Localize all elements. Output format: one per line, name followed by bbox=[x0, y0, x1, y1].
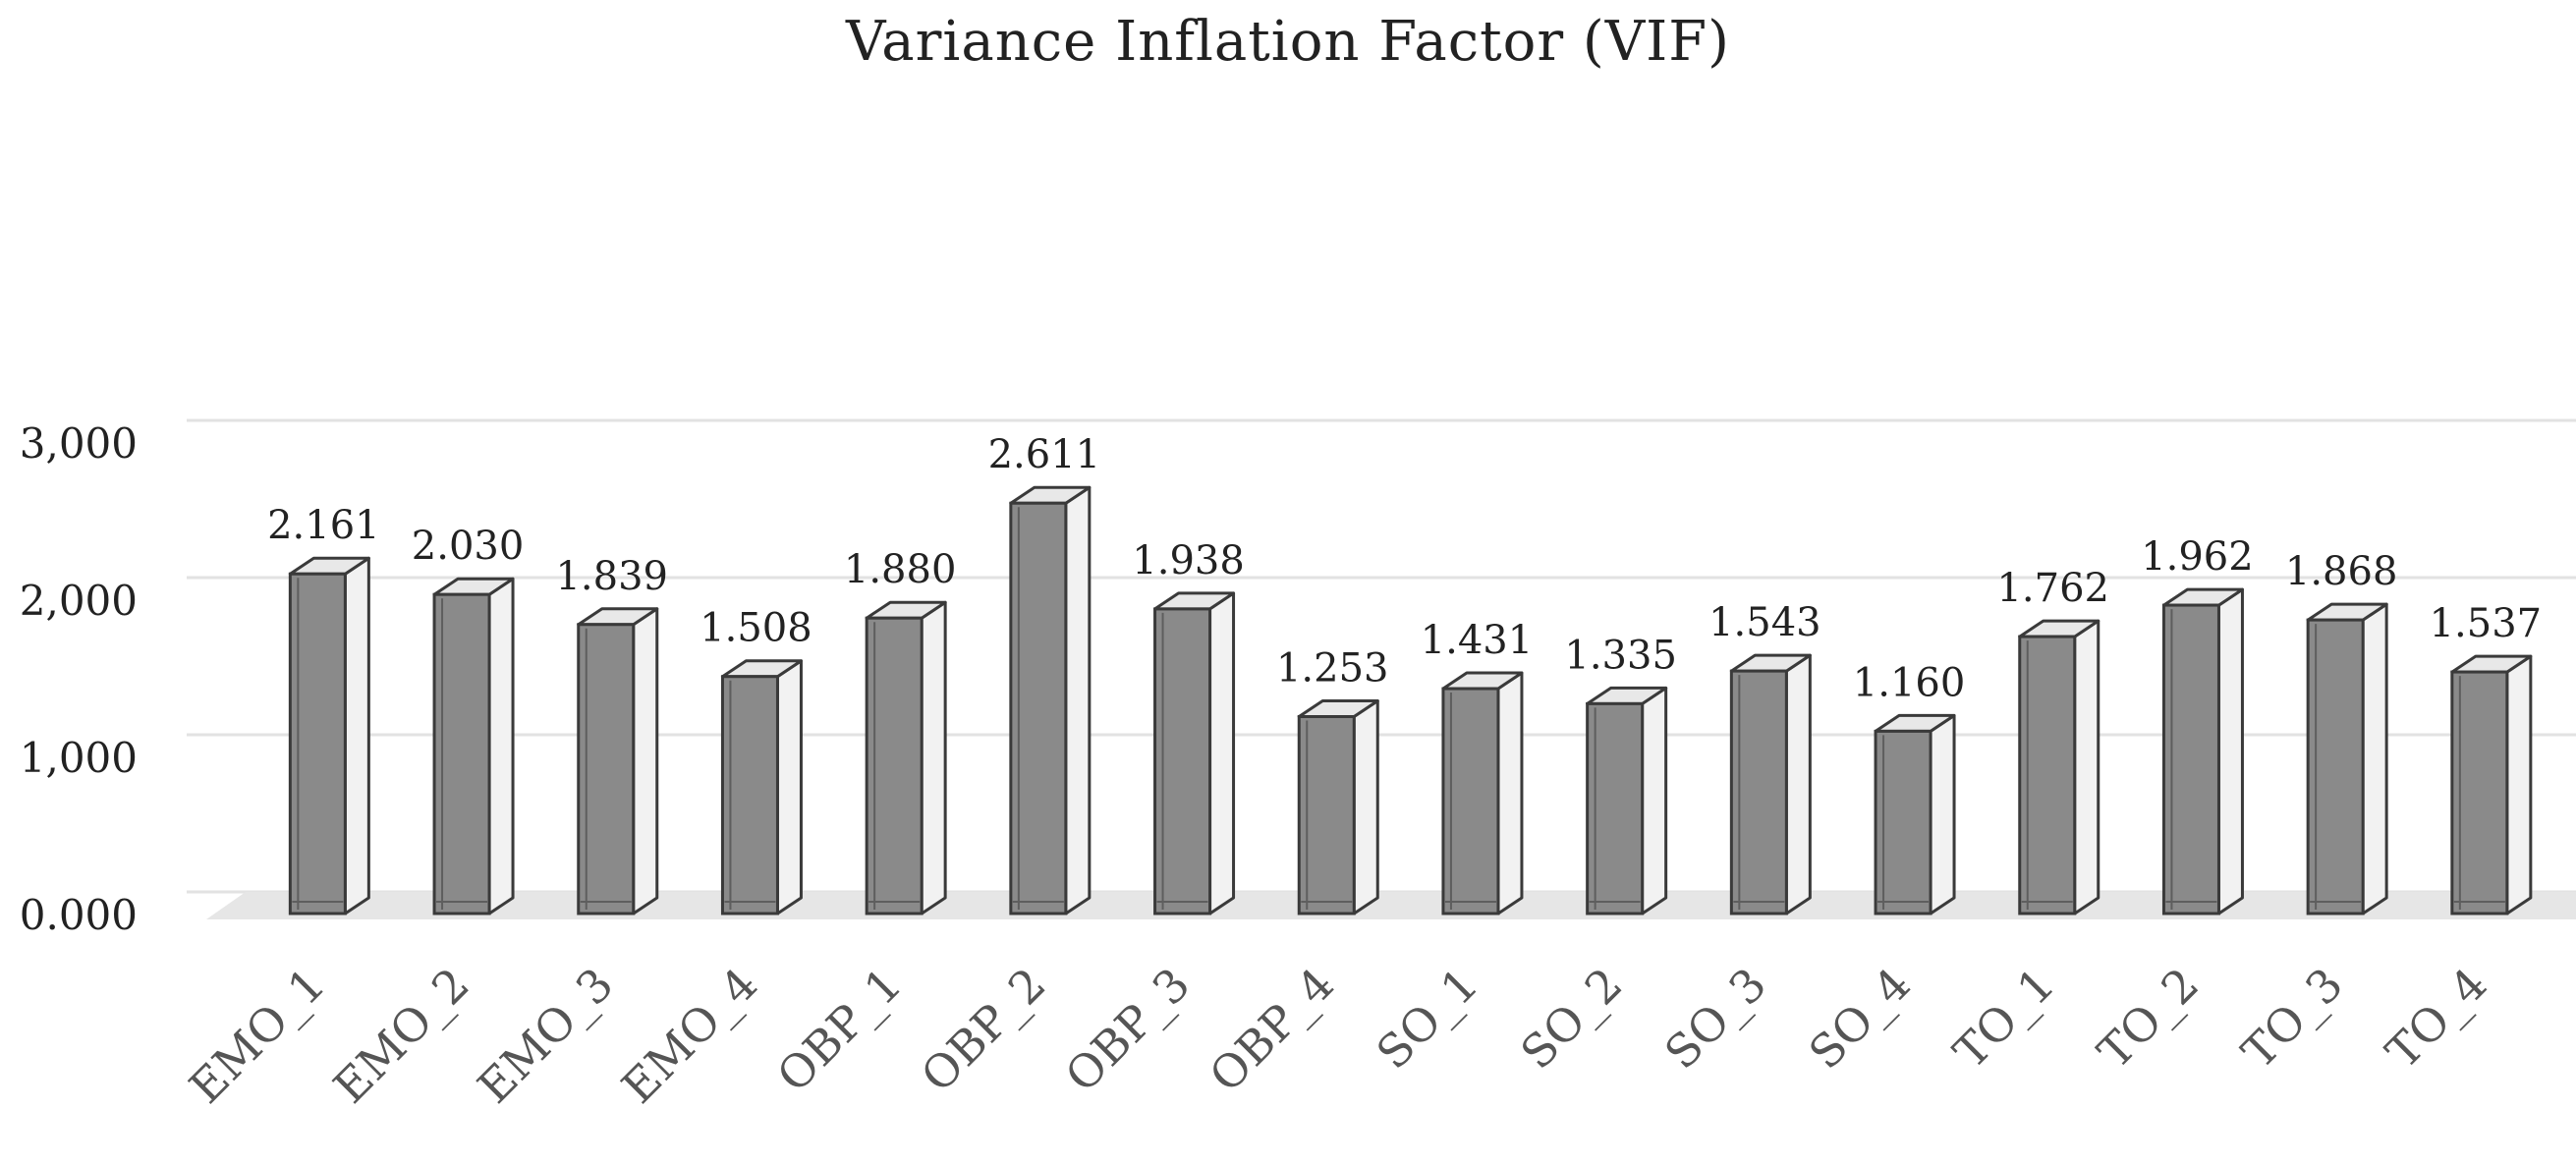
x-tick-label: EMO_3 bbox=[468, 958, 624, 1114]
bar bbox=[2450, 654, 2533, 915]
bar-side bbox=[1496, 671, 1524, 915]
bar bbox=[1297, 699, 1379, 915]
data-label: 1.253 bbox=[1276, 646, 1389, 692]
bar-side bbox=[920, 600, 947, 915]
x-tick-label: SO_3 bbox=[1654, 958, 1776, 1080]
bar-front bbox=[288, 572, 347, 915]
bar bbox=[2018, 619, 2100, 915]
x-tick-label: EMO_4 bbox=[611, 958, 767, 1114]
bar-side bbox=[1064, 485, 1092, 915]
data-label: 2.611 bbox=[988, 432, 1101, 477]
data-label: 1.537 bbox=[2430, 601, 2543, 646]
bar bbox=[1009, 485, 1092, 915]
x-tick-label: TO_1 bbox=[1943, 958, 2065, 1080]
bar-front bbox=[1297, 715, 1356, 915]
y-tick-label: 2,000 bbox=[20, 577, 138, 625]
data-label: 1.880 bbox=[844, 547, 957, 592]
data-label: 1.962 bbox=[2141, 534, 2254, 580]
bar-side bbox=[2216, 587, 2244, 915]
bar-front bbox=[2161, 603, 2220, 915]
bar-side bbox=[2505, 654, 2533, 915]
bar-side bbox=[487, 577, 515, 915]
bar-front bbox=[1729, 669, 1788, 915]
bar-front bbox=[2306, 618, 2365, 915]
bar-side bbox=[1208, 591, 1236, 915]
bar-front bbox=[1874, 729, 1932, 915]
bar bbox=[1586, 686, 1668, 915]
x-tick-label: TO_3 bbox=[2231, 958, 2353, 1080]
y-tick-label: 3,000 bbox=[20, 419, 138, 468]
bar-side bbox=[343, 556, 370, 915]
x-tick-label: SO_2 bbox=[1510, 958, 1632, 1080]
bars: 2.161 2.030 1.839 1.508 1.880 2.611 1.938 1.253… bbox=[267, 432, 2543, 915]
bar-side bbox=[775, 659, 803, 915]
x-tick-label: TO_2 bbox=[2088, 958, 2210, 1080]
bar-side bbox=[1929, 713, 1956, 915]
x-tick-label: OBP_4 bbox=[1199, 958, 1344, 1103]
data-label: 1.868 bbox=[2285, 549, 2398, 594]
bar-front bbox=[720, 675, 779, 915]
bar-front bbox=[865, 616, 924, 915]
bar bbox=[1153, 591, 1236, 915]
bar-front bbox=[2450, 670, 2509, 915]
data-label: 1.762 bbox=[1996, 566, 2109, 611]
data-label: 1.508 bbox=[700, 606, 812, 651]
bar bbox=[288, 556, 370, 915]
data-label: 2.030 bbox=[412, 524, 525, 569]
bar bbox=[1441, 671, 1524, 915]
bar-front bbox=[577, 623, 636, 915]
bar-front bbox=[1441, 687, 1500, 915]
bar-front bbox=[2018, 635, 2077, 915]
x-tick-label: EMO_2 bbox=[323, 958, 479, 1114]
data-label: 1.839 bbox=[555, 554, 668, 599]
y-tick-label: 1,000 bbox=[20, 734, 138, 782]
bar-front bbox=[432, 592, 491, 915]
x-tick-label: OBP_1 bbox=[766, 958, 912, 1103]
bar-front bbox=[1009, 501, 1068, 915]
x-tick-label: SO_1 bbox=[1367, 958, 1488, 1080]
y-axis: 0.000 1,000 2,000 3,000 bbox=[20, 419, 138, 939]
x-tick-label: TO_4 bbox=[2376, 958, 2497, 1080]
bar-front bbox=[1153, 607, 1212, 915]
bar-side bbox=[1784, 653, 1812, 915]
bar bbox=[2161, 587, 2244, 915]
bar-side bbox=[2361, 602, 2388, 915]
bar-side bbox=[1352, 699, 1379, 915]
data-label: 2.161 bbox=[267, 503, 380, 548]
x-tick-label: SO_4 bbox=[1799, 958, 1921, 1080]
bar-side bbox=[2073, 619, 2100, 915]
data-label: 1.160 bbox=[1853, 660, 1966, 705]
x-tick-label: OBP_3 bbox=[1055, 958, 1201, 1103]
bar-front bbox=[1586, 701, 1645, 915]
x-tick-label: OBP_2 bbox=[911, 958, 1056, 1103]
bar-side bbox=[632, 607, 659, 915]
data-label: 1.543 bbox=[1708, 600, 1821, 645]
chart-title: Variance Inflation Factor (VIF) bbox=[845, 10, 1731, 74]
data-label: 1.335 bbox=[1564, 633, 1677, 678]
bar bbox=[2306, 602, 2388, 915]
bar bbox=[720, 659, 803, 915]
bar bbox=[577, 607, 659, 915]
bar bbox=[1874, 713, 1956, 915]
y-tick-label: 0.000 bbox=[20, 891, 138, 939]
bar bbox=[865, 600, 947, 915]
bar-side bbox=[1641, 686, 1668, 915]
data-label: 1.938 bbox=[1132, 538, 1245, 583]
bar bbox=[432, 577, 515, 915]
x-tick-label: EMO_1 bbox=[179, 958, 335, 1114]
bar bbox=[1729, 653, 1812, 915]
data-label: 1.431 bbox=[1421, 618, 1534, 663]
